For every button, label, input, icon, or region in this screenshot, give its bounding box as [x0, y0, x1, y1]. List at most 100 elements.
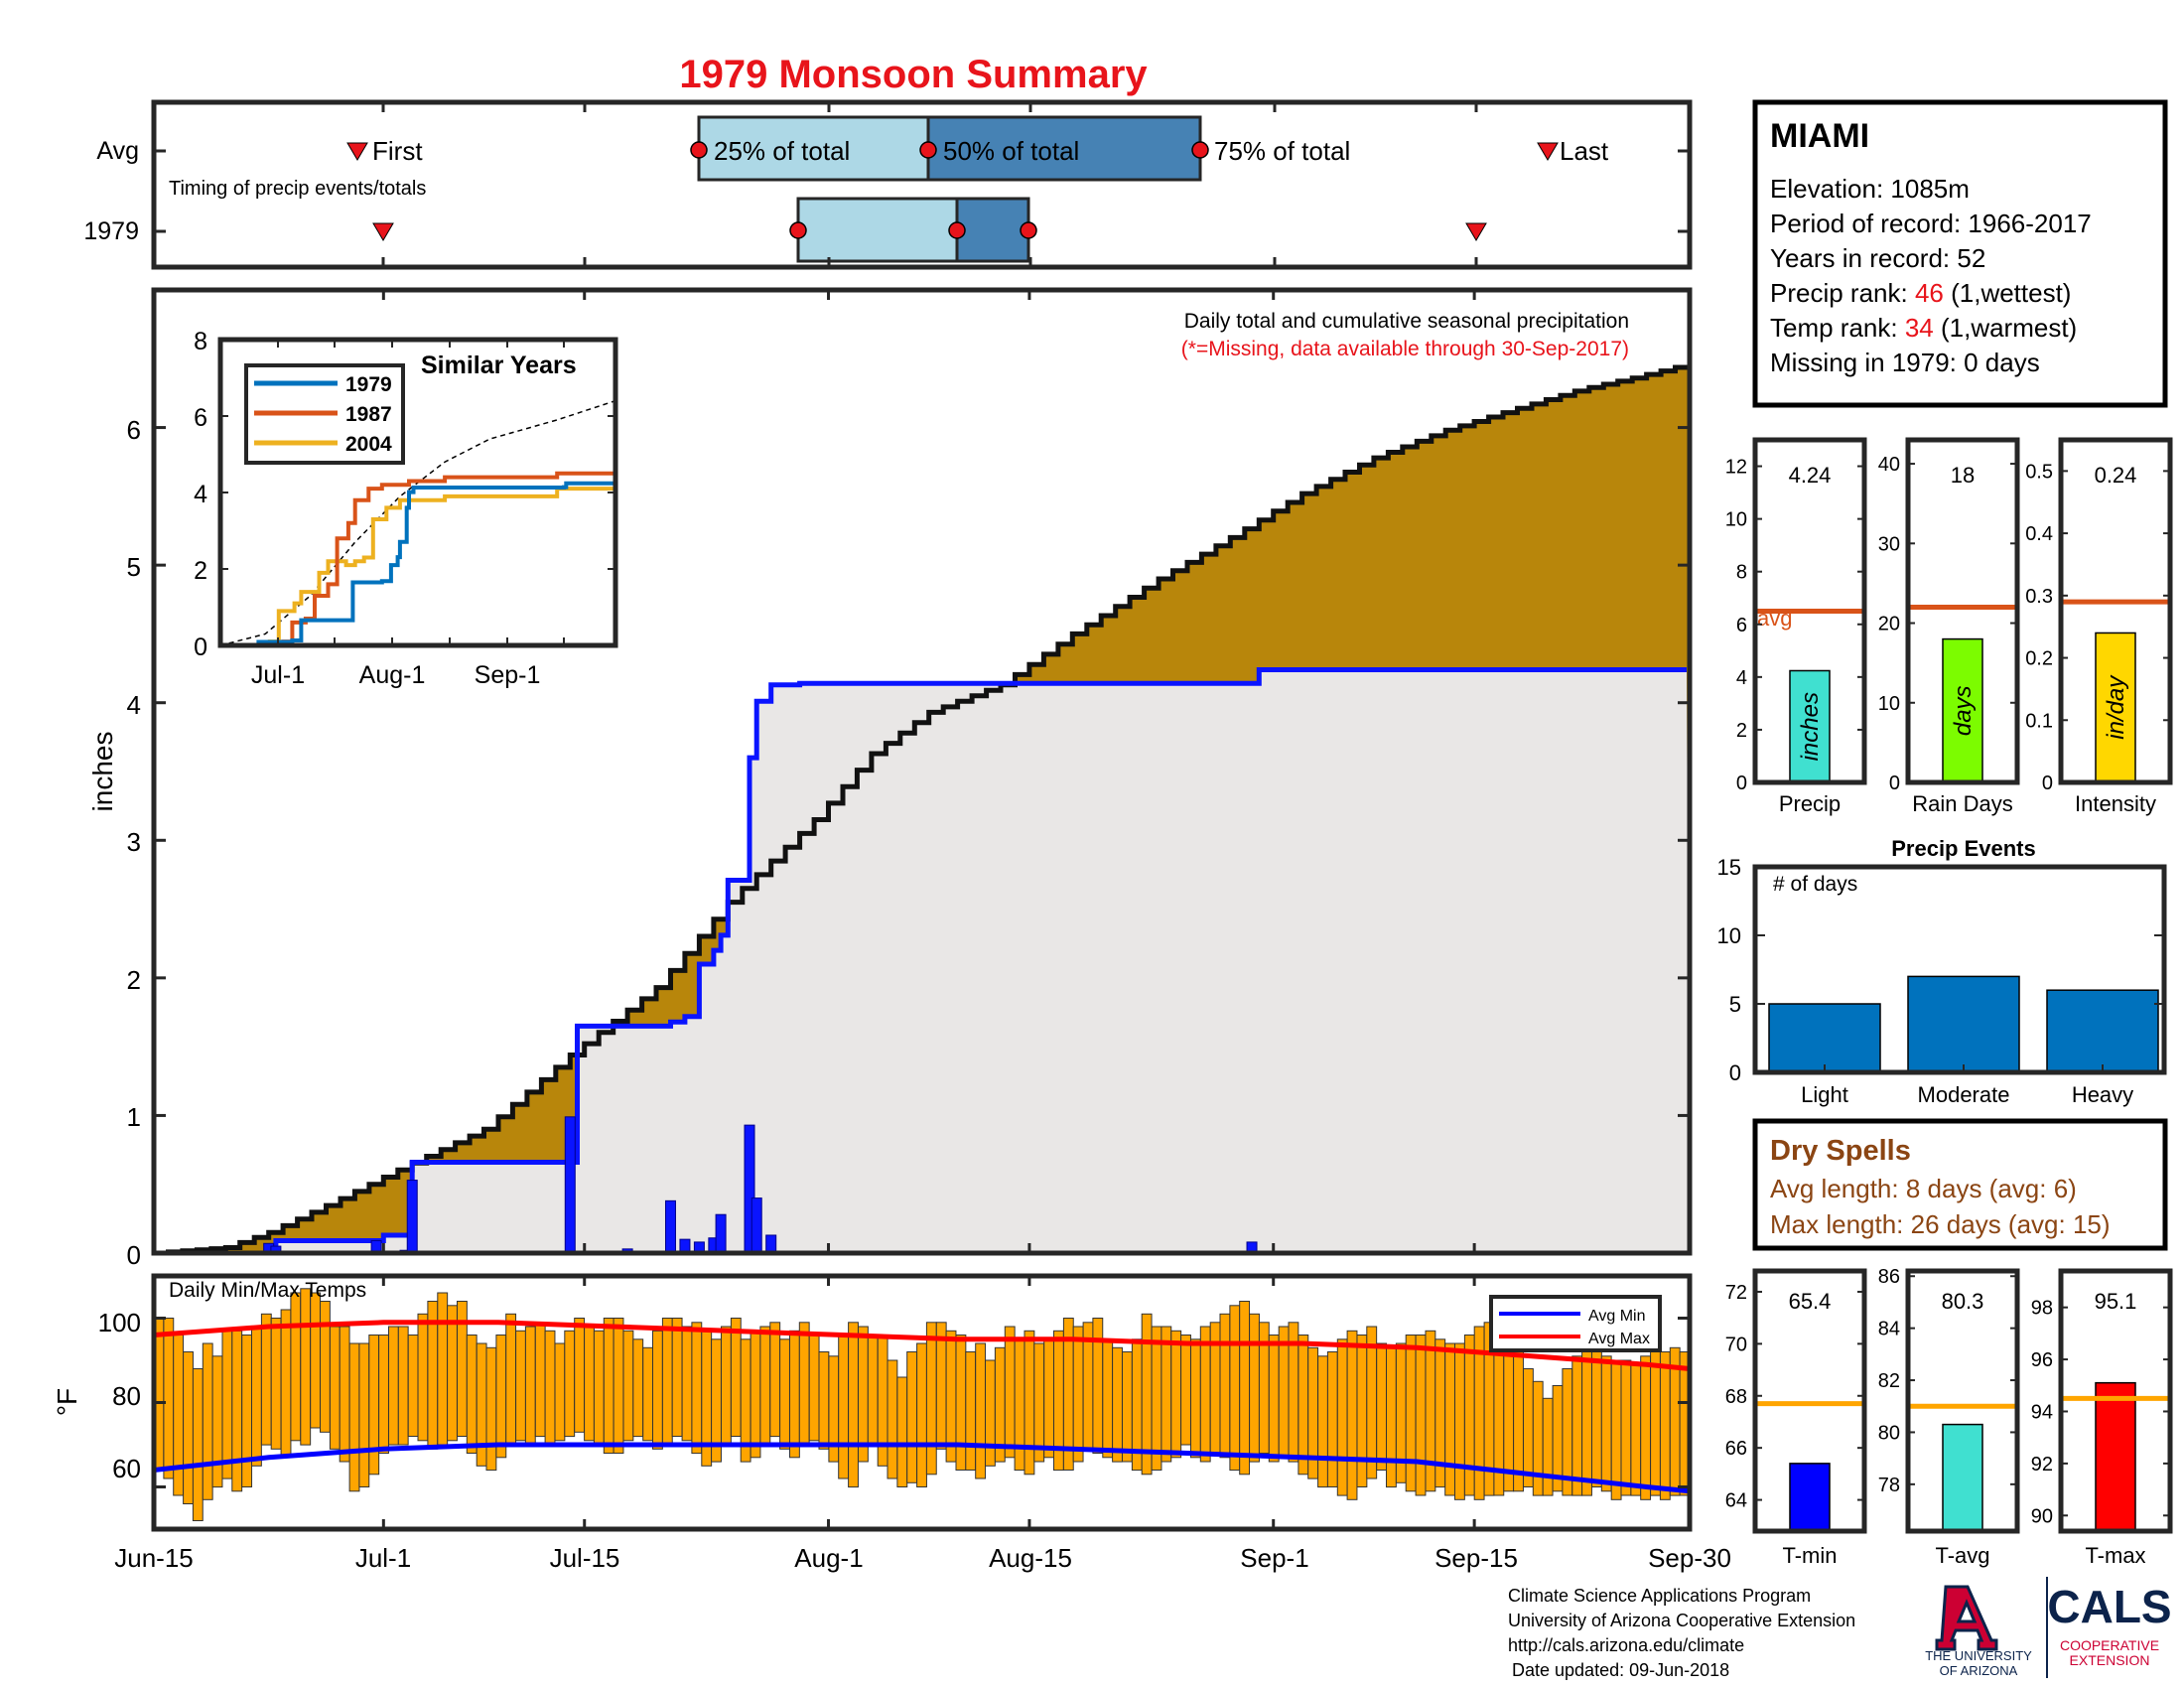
mini-y-tick-label: 12: [1725, 457, 1747, 479]
year-last-marker: [1465, 222, 1487, 241]
temp-ytick: 100: [98, 1308, 141, 1337]
main-y-tick-labels: 0 1 2 3 4 5 6: [127, 415, 141, 1270]
tavg-value-label: 80.3: [1942, 1289, 1984, 1314]
mini-y-tick-label: 0: [2042, 773, 2053, 794]
timeline-p75-label: 75% of total: [1214, 136, 1350, 166]
dry-spells-max: Max length: 26 days (avg: 15): [1770, 1209, 2111, 1239]
temp-range-bar: [192, 1368, 204, 1521]
main-axis-ticks: [152, 290, 1692, 1255]
temp-range-bar: [1425, 1330, 1436, 1492]
main-caption: Daily total and cumulative seasonal prec…: [1184, 310, 1629, 333]
main-ytick: 5: [127, 552, 141, 582]
mini-y-tick-label: 0.5: [2025, 461, 2053, 483]
summary-bar: [1789, 1463, 1831, 1532]
temp-range-bar: [221, 1330, 233, 1479]
mini-panel-frame: [1905, 437, 2020, 785]
footer-line: Date updated: 09-Jun-2018: [1512, 1660, 1729, 1680]
temp-range-bar: [789, 1330, 800, 1459]
mini-y-tick-label: 96: [2031, 1349, 2053, 1371]
temp-range-bar: [1190, 1338, 1201, 1459]
temp-range-bar: [896, 1376, 908, 1487]
mini-y-tick-label: 0.4: [2025, 523, 2053, 545]
temp-range-bar: [505, 1313, 517, 1446]
daily-precip-bar: [406, 1180, 418, 1254]
timeline-frame: [151, 99, 1693, 270]
summary-bar: [2095, 1381, 2136, 1532]
summary-bar: [1789, 669, 1831, 783]
temp-range-bar: [613, 1318, 624, 1454]
temp-range-bar: [808, 1335, 820, 1442]
mini-y-tick-label: 72: [1725, 1282, 1747, 1304]
year-50-marker: [948, 221, 966, 239]
timeline-ticks: [154, 102, 1690, 267]
temp-range-bar: [260, 1313, 272, 1446]
temp-range-bar: [407, 1335, 419, 1437]
footer-line: University of Arizona Cooperative Extens…: [1508, 1611, 1855, 1630]
tmin-value-label: 65.4: [1789, 1289, 1832, 1314]
temp-range-bar: [798, 1322, 810, 1446]
station-info-box: MIAMI Elevation: 1085m Period of record:…: [1752, 99, 2168, 408]
mini-y-tick-label: 98: [2031, 1298, 2053, 1320]
temp-range-bar: [300, 1288, 312, 1446]
temp-range-bar: [1386, 1346, 1397, 1488]
mini-y-tick-label: 68: [1725, 1386, 1747, 1408]
timeline-panel: Avg 1979 Timing of precip events/totals …: [83, 99, 1693, 270]
temp-range-bar: [1444, 1342, 1456, 1496]
mini-y-tick-label: 70: [1725, 1334, 1747, 1355]
temp-range-bar: [251, 1326, 262, 1467]
station-elevation: Elevation: 1085m: [1770, 174, 1970, 204]
timeline-p25-label: 25% of total: [714, 136, 850, 166]
temp-range-bar: [818, 1351, 830, 1450]
rain-days-panel: 18 Rain Days 0 10 20 30 40 days: [1878, 437, 2020, 816]
temp-range-bar: [1336, 1338, 1348, 1496]
dry-spells-frame: [1752, 1118, 2168, 1251]
temp-range-bar: [310, 1292, 322, 1429]
temp-range-bar: [1317, 1355, 1328, 1488]
temp-legend: Avg Min Avg Max: [1489, 1295, 1662, 1352]
mini-panel-frame: [1752, 437, 1867, 785]
mini-y-tick-label: 92: [2031, 1454, 2053, 1476]
year-cumulative-line: [154, 667, 1687, 1256]
events-bar: [1907, 975, 2020, 1073]
main-ytick: 6: [127, 415, 141, 445]
mini-y-tick-label: 0: [1736, 773, 1747, 794]
temp-legend-min-label: Avg Min: [1588, 1308, 1646, 1325]
block-a-icon: [1935, 1585, 1998, 1651]
temp-range-bar: [593, 1330, 605, 1446]
temp-range-bar: [544, 1330, 556, 1446]
mini-y-tick-label: 0.3: [2025, 586, 2053, 608]
mini-y-tick-label: 0.2: [2025, 648, 2053, 670]
avg-75-marker: [1191, 141, 1209, 159]
year-75-marker: [1020, 221, 1037, 239]
temp-range-bar: [1591, 1351, 1602, 1487]
timeline-note: Timing of precip events/totals: [169, 178, 426, 200]
temp-range-bar: [858, 1326, 869, 1463]
footer-line: Climate Science Applications Program: [1508, 1586, 1811, 1606]
temp-range-bar: [1454, 1342, 1465, 1500]
temp-range-bar: [1640, 1355, 1652, 1500]
temp-range-bar: [1376, 1342, 1388, 1471]
temp-range-bar: [916, 1342, 927, 1487]
timeline-first-label: First: [372, 136, 423, 166]
events-title: Precip Events: [1891, 836, 2036, 861]
mini-y-tick-label: 64: [1725, 1490, 1747, 1512]
temp-legend-max-label: Avg Max: [1588, 1331, 1650, 1347]
temp-range-bar: [290, 1292, 302, 1442]
timeline-year-label: 1979: [83, 217, 139, 245]
dry-spells-title: Dry Spells: [1770, 1135, 1911, 1167]
temp-range-bar: [838, 1335, 850, 1479]
temp-range-bar: [163, 1318, 175, 1479]
inset-ytick: 8: [194, 328, 207, 355]
temp-range-bar: [1268, 1335, 1280, 1463]
temp-range-bar: [1356, 1335, 1368, 1487]
events-bar: [1768, 1003, 1881, 1073]
temp-ylabel: °F: [52, 1388, 82, 1416]
mini-panel-frame: [1752, 1268, 1867, 1534]
temp-range-bar: [1219, 1313, 1231, 1459]
temp-range-bar: [339, 1326, 350, 1463]
main-ytick: 1: [127, 1102, 141, 1132]
summary-bar: [1942, 1423, 1983, 1532]
inset-ytick: 6: [194, 404, 207, 432]
raindays-xlabel: Rain Days: [1912, 791, 2012, 816]
